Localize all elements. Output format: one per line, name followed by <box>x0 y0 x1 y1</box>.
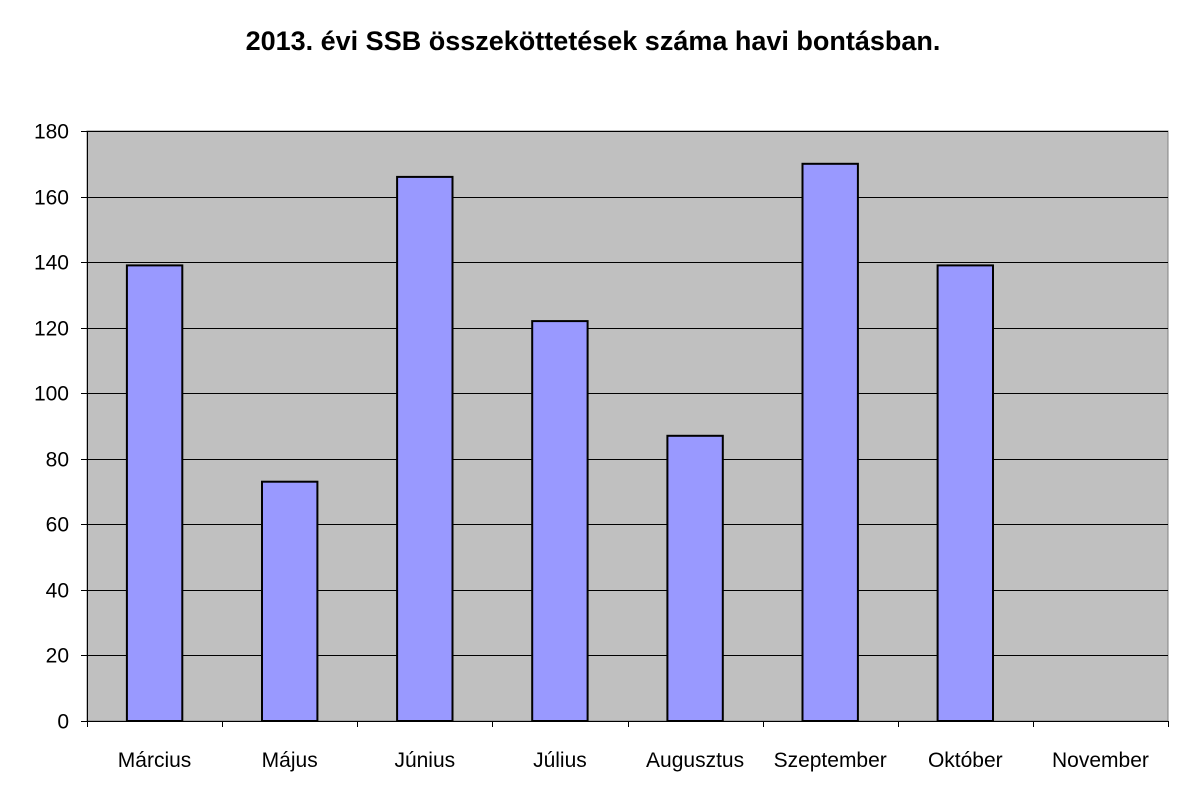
x-tick-label: November <box>1052 749 1149 772</box>
y-tick-label: 20 <box>46 645 69 668</box>
y-tick-label: 60 <box>46 514 69 537</box>
x-tick-label: Július <box>533 749 587 772</box>
x-tick-label: Május <box>262 749 318 772</box>
x-tick-label: Június <box>394 749 455 772</box>
y-axis-ticks: 0 20 40 60 80 100 120 140 160 180 <box>34 121 87 734</box>
x-tick-label: Szeptember <box>774 749 887 772</box>
bar-július <box>531 320 589 722</box>
bar-június <box>396 175 454 722</box>
y-tick-label: 140 <box>34 252 69 275</box>
chart-title: 2013. évi SSB összeköttetések száma havi… <box>245 26 941 56</box>
y-tick-label: 180 <box>34 121 69 144</box>
x-axis-ticks: Március Május Június Július Augusztus Szeptem… <box>118 749 1149 772</box>
y-tick-label: 80 <box>46 449 69 472</box>
bar-október <box>936 264 994 722</box>
y-tick-label: 40 <box>46 580 69 603</box>
bars <box>125 162 994 723</box>
bar-augusztus <box>666 434 724 722</box>
x-tick-label: Március <box>118 749 192 772</box>
y-tick-label: 100 <box>34 383 69 406</box>
bar-szeptember <box>801 162 859 723</box>
axes <box>87 131 1169 727</box>
bar-május <box>261 480 319 723</box>
x-tick-label: Augusztus <box>646 749 744 772</box>
y-tick-label: 0 <box>57 711 69 734</box>
y-tick-label: 160 <box>34 187 69 210</box>
plot-area <box>86 130 1169 722</box>
bar-március <box>125 264 184 722</box>
y-tick-label: 120 <box>34 318 69 341</box>
x-tick-label: Október <box>928 749 1003 772</box>
